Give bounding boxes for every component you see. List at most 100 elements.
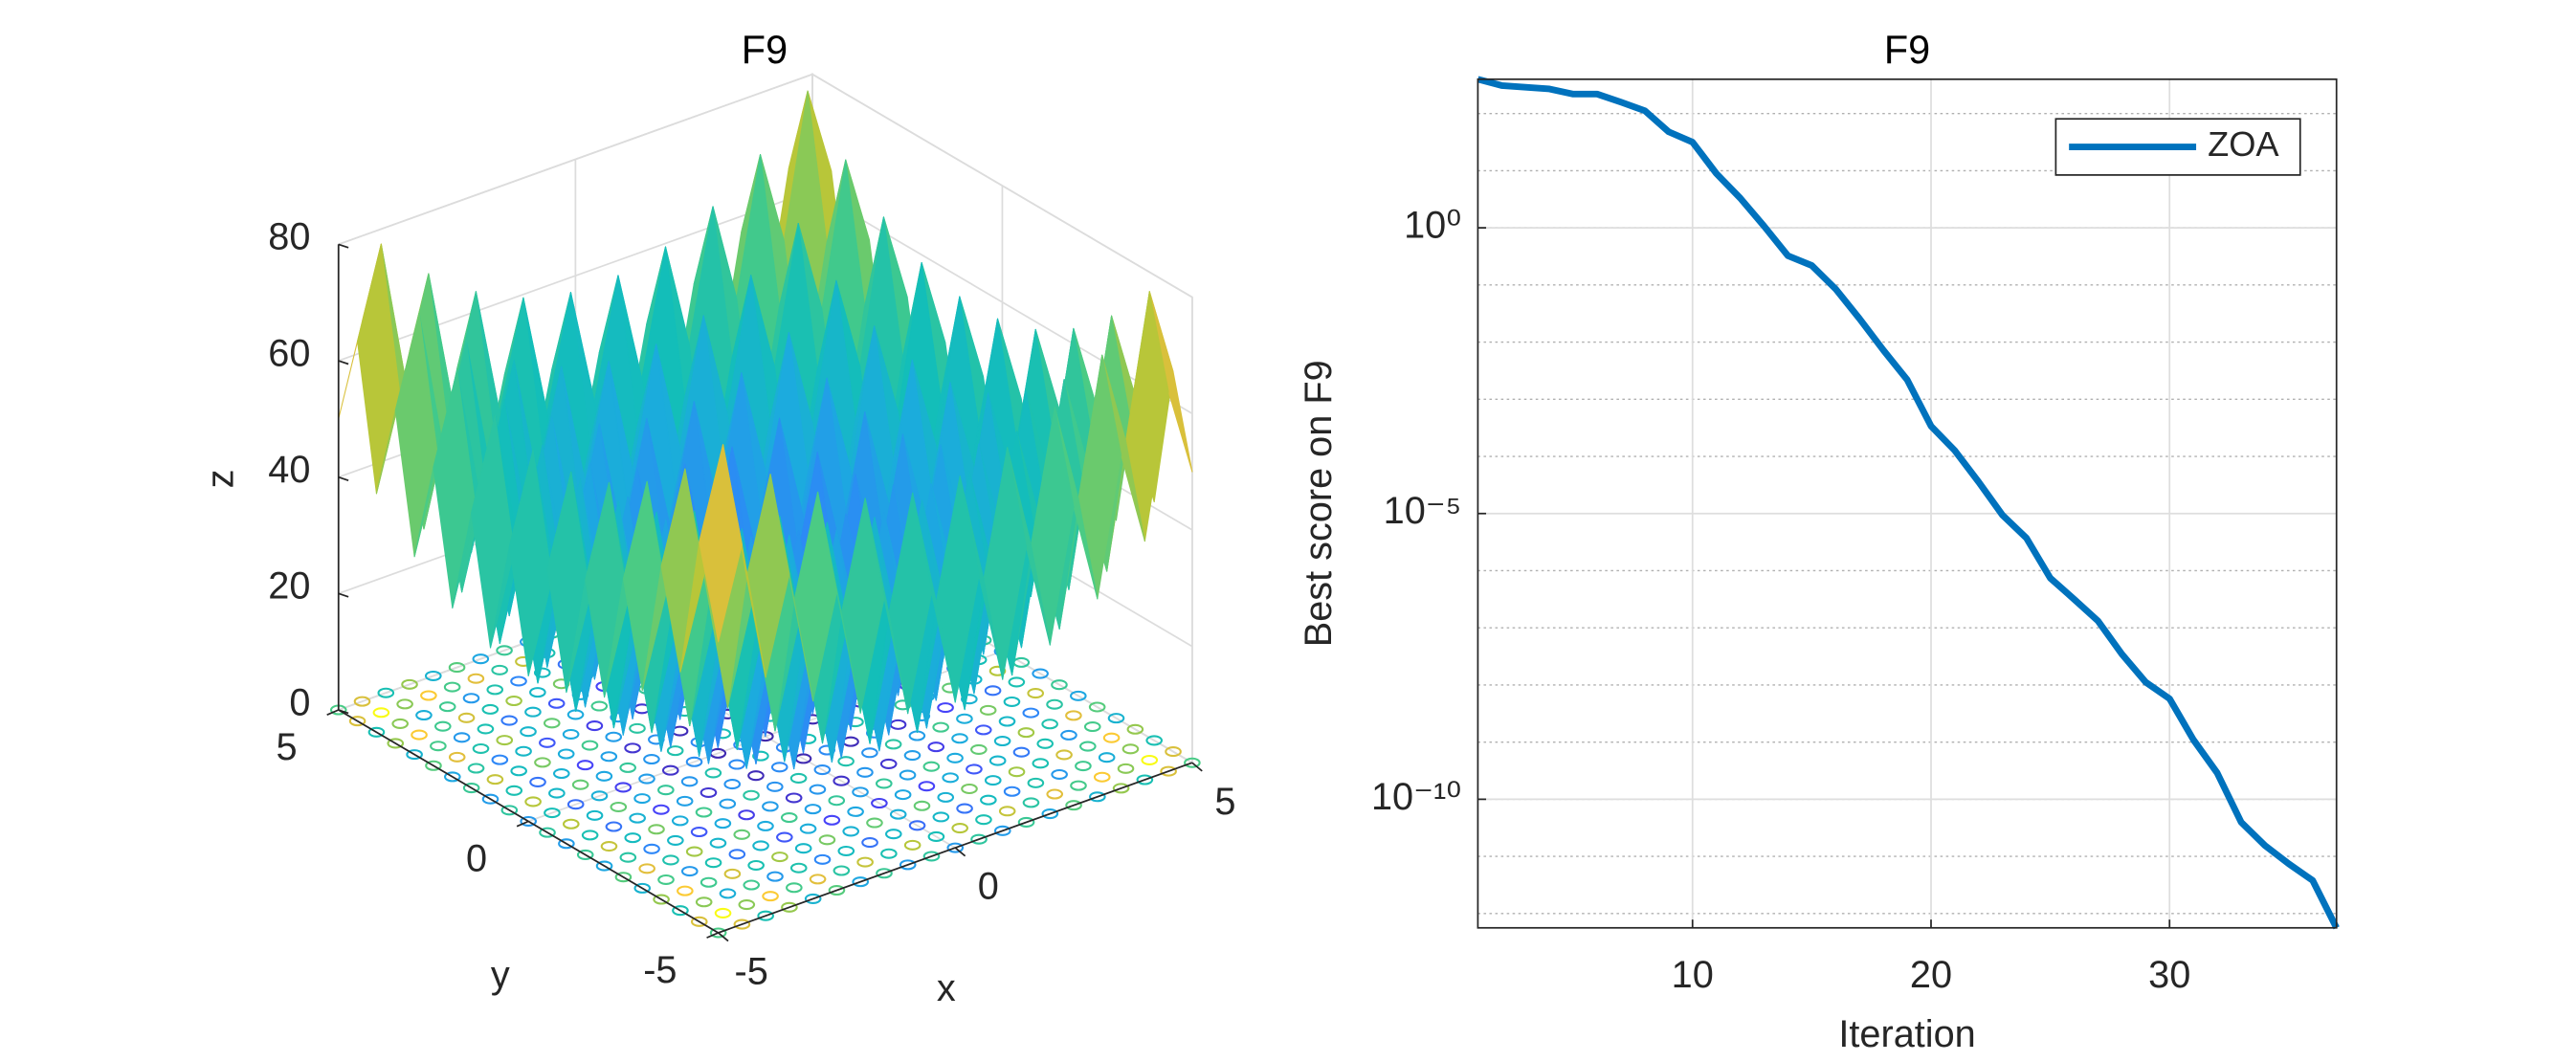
contour-ring <box>861 747 878 759</box>
contour-ring <box>714 907 732 918</box>
contour-ring <box>624 742 641 754</box>
contour-ring <box>481 793 500 805</box>
contour-ring <box>638 863 655 874</box>
contour-ring <box>1065 710 1082 721</box>
contour-ring <box>348 716 366 727</box>
contour-ring <box>662 854 679 866</box>
x-tick-label: -5 <box>735 951 768 993</box>
contour-ring <box>552 768 570 780</box>
y-tick-label: 0 <box>466 837 487 879</box>
contour-ring <box>789 772 808 784</box>
contour-ring <box>1055 749 1073 761</box>
y-tick-label: 10⁻⁵ <box>1384 490 1462 532</box>
contour-ring <box>633 882 652 894</box>
contour-ring <box>884 739 902 750</box>
contour-ring <box>481 703 500 715</box>
contour-ring <box>894 789 912 801</box>
contour-ring <box>496 645 513 656</box>
contour-ring <box>486 684 504 696</box>
contour-ring <box>1093 771 1111 783</box>
contour-ring <box>804 893 822 904</box>
contour-ring <box>932 721 949 733</box>
contour-ring <box>733 829 751 840</box>
contour-ring <box>657 785 675 796</box>
contour-ring <box>1041 719 1058 730</box>
contour-ring <box>1141 754 1159 765</box>
contour-ring <box>520 815 537 828</box>
contour-ring <box>586 720 604 732</box>
contour-ring <box>1051 679 1068 691</box>
contour-ring <box>922 761 941 772</box>
contour-ring <box>443 681 461 693</box>
contour-ring <box>1079 741 1097 752</box>
contour-ring <box>1117 763 1135 774</box>
contour-ring <box>539 737 556 748</box>
contour-ring <box>903 750 922 762</box>
contour-ring <box>367 726 386 738</box>
contour-ring <box>966 763 983 775</box>
contour-ring <box>970 833 988 845</box>
contour-ring <box>743 879 761 891</box>
contour-ring <box>533 667 551 678</box>
contour-ring <box>467 673 485 684</box>
contour-ring <box>457 712 476 723</box>
contour-ring <box>1051 768 1068 781</box>
contour-ring <box>738 899 756 911</box>
contour-ring <box>1088 701 1106 713</box>
surface-patch <box>699 444 743 643</box>
contour-ring <box>524 706 542 718</box>
contour-ring <box>738 809 755 821</box>
contour-ring <box>619 852 637 863</box>
contour-ring <box>562 728 580 740</box>
contour-ring <box>894 699 912 711</box>
contour-ring <box>629 722 646 734</box>
contour-ring <box>430 741 447 752</box>
contour-ring <box>889 808 907 820</box>
z-tick <box>338 709 349 715</box>
contour-ring <box>804 804 822 815</box>
contour-ring <box>833 865 851 876</box>
contour-ring <box>951 823 968 834</box>
x-tick <box>1191 762 1203 772</box>
contour-ring <box>548 787 566 799</box>
contour-ring <box>676 795 694 807</box>
contour-ring <box>1136 774 1154 785</box>
contour-ring <box>880 848 898 859</box>
contour-ring <box>993 825 1011 836</box>
x-tick-label: 0 <box>978 866 999 908</box>
contour-ring <box>752 840 769 852</box>
contour-ring <box>1160 765 1177 777</box>
contour-ring <box>638 773 655 785</box>
contour-ring <box>590 790 609 802</box>
contour-ring <box>448 662 466 674</box>
contour-ring <box>685 756 703 767</box>
z-tick <box>338 360 349 365</box>
contour-ring <box>1184 757 1201 768</box>
contour-ring <box>818 834 836 846</box>
contour-ring <box>434 720 452 732</box>
contour-ring <box>700 786 718 798</box>
y-tick <box>326 709 340 716</box>
contour-ring <box>974 724 992 736</box>
contour-ring <box>600 751 618 763</box>
contour-ring <box>776 831 793 843</box>
contour-ring <box>377 687 395 698</box>
contour-ring <box>956 713 973 724</box>
contour-ring <box>984 685 1002 697</box>
x-axis-label: Iteration <box>1838 1013 1975 1055</box>
contour-ring <box>852 876 870 888</box>
contour-ring <box>899 859 917 871</box>
contour-ring <box>927 741 945 753</box>
contour-ring <box>833 775 850 786</box>
contour-ring <box>770 762 788 773</box>
contour-ring <box>942 772 959 784</box>
contour-ring <box>387 738 405 749</box>
contour-ring <box>496 735 514 746</box>
contour-ring <box>719 888 737 899</box>
contour-ring <box>558 838 575 850</box>
contour-ring <box>984 775 1002 786</box>
contour-ring <box>956 803 973 814</box>
contour-ring <box>372 707 390 719</box>
